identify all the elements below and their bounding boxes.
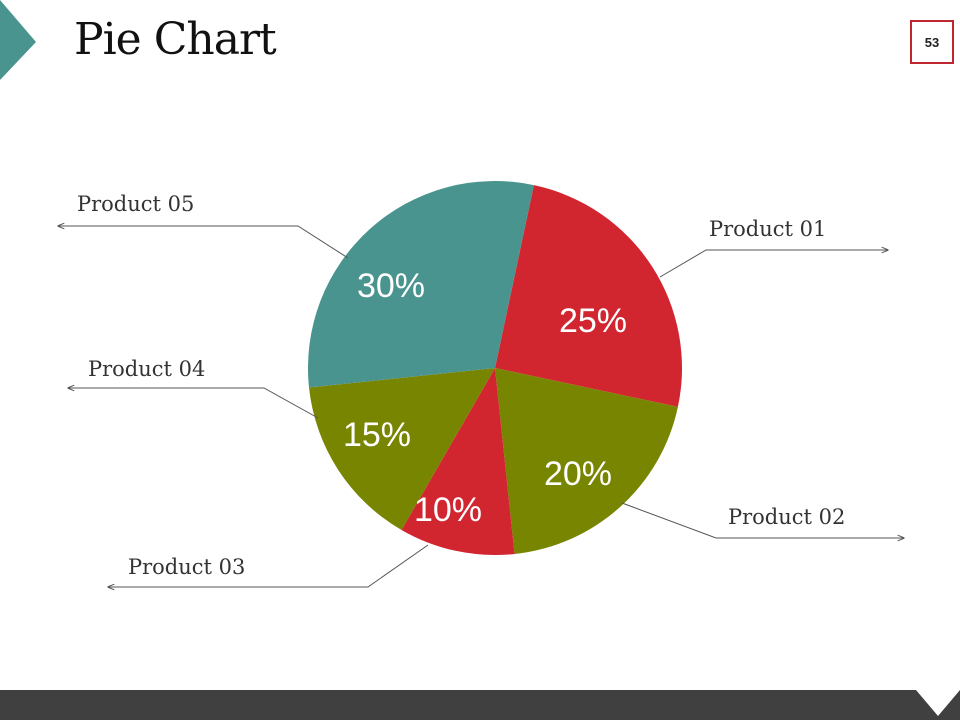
value-label-product-03: 10% [414,491,482,529]
category-label-product-03: Product 03 [128,555,245,579]
leader-arrow-product-04 [68,388,319,419]
category-label-product-02: Product 02 [728,505,845,529]
category-label-product-04: Product 04 [88,357,205,381]
leader-arrow-product-03 [108,544,429,587]
category-label-product-05: Product 05 [77,192,194,216]
pie-slice-product-05 [307,181,534,388]
category-label-product-01: Product 01 [709,217,826,241]
pie-chart: 25% Product 01 20% Product 02 10% Product 03 1… [0,181,960,690]
slide-number: 53 [924,34,940,50]
pie-slice-product-01 [495,185,682,407]
footer-bar [0,690,960,720]
value-label-product-01: 25% [559,302,627,340]
value-label-product-04: 15% [343,416,411,454]
footer-notch-shape [916,690,960,716]
pie-slice-product-03 [401,368,515,556]
leader-arrow-product-02 [621,502,904,538]
pie-slice-product-02 [495,368,678,554]
value-label-product-05: 30% [357,267,425,305]
value-label-product-02: 20% [544,455,612,493]
leader-arrow-product-01 [659,250,888,278]
leader-arrow-product-05 [58,226,349,259]
slide-number-badge: 53 [910,20,954,64]
slide-title: Pie Chart [74,14,277,65]
pie-slice-product-04 [309,368,495,530]
corner-tab-shape [0,0,36,80]
